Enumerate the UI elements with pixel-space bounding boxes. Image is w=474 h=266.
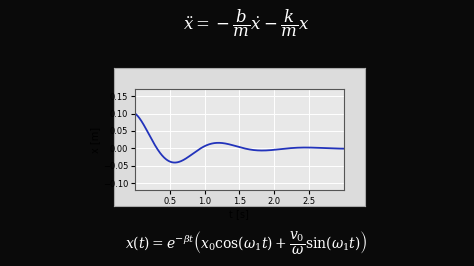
Text: $x(t) = e^{-\beta t}\left(x_0\cos(\omega_1 t) + \dfrac{v_0}{\omega}\sin(\omega_1: $x(t) = e^{-\beta t}\left(x_0\cos(\omega…: [125, 229, 368, 256]
Y-axis label: x [m]: x [m]: [90, 127, 100, 153]
Text: $\ddot{x} = -\dfrac{b}{m}\dot{x} - \dfrac{k}{m}x$: $\ddot{x} = -\dfrac{b}{m}\dot{x} - \dfra…: [183, 8, 310, 39]
X-axis label: t [s]: t [s]: [229, 209, 249, 219]
